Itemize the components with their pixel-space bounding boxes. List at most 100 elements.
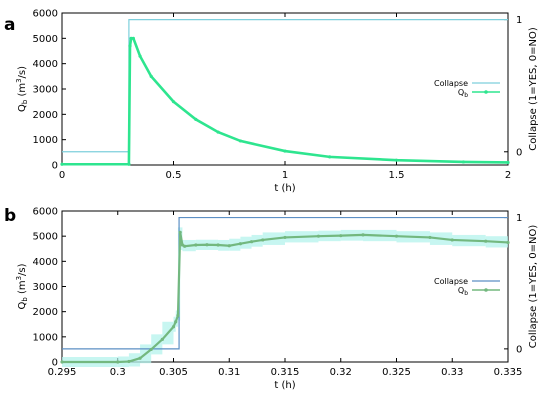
- qb-data-point: [116, 360, 120, 364]
- panel-b-legend-qb-marker: [484, 288, 488, 292]
- qb-data-point: [60, 162, 64, 166]
- panel-b-legend-qb-label: Qb: [458, 286, 468, 297]
- qb-data-point: [138, 356, 142, 360]
- x-tick-label: 0.5: [166, 170, 182, 181]
- panel-a-y-label-main: Q: [17, 104, 28, 112]
- panel-a-y-label-end: /s): [17, 66, 28, 79]
- panel-a-y-axis-label: Qb (m3/s): [15, 66, 29, 112]
- y-tick-label: 5000: [33, 34, 58, 45]
- qb-data-point: [394, 234, 399, 238]
- panel-b-y-label-tail: (m: [17, 280, 28, 297]
- qb-data-point: [328, 155, 332, 159]
- panel-a-legend-qb-main: Q: [458, 88, 464, 97]
- qb-data-point: [428, 235, 432, 240]
- panel-b-y2-ticks: 01: [504, 213, 522, 355]
- qb-data-point: [129, 36, 133, 40]
- panel-b-y-label-main: Q: [17, 302, 28, 310]
- panel-b-legend: Collapse Qb: [434, 277, 500, 297]
- panel-a-x-axis-label: t (h): [274, 183, 295, 194]
- panel-a-legend-qb-marker: [484, 90, 488, 94]
- qb-data-point: [238, 242, 242, 246]
- qb-data-point: [450, 238, 454, 242]
- y-tick-label: 6000: [33, 207, 58, 218]
- x-tick-label: 0.335: [494, 367, 523, 378]
- x-tick-label: 0.3: [110, 367, 126, 378]
- y-tick-label: 2000: [33, 307, 58, 318]
- y2-tick-label: 1: [516, 15, 522, 26]
- qb-data-point: [60, 360, 64, 364]
- y2-tick-label: 0: [516, 147, 522, 158]
- y-tick-label: 4000: [33, 59, 58, 70]
- qb-data-point: [171, 325, 176, 329]
- panel-b-y-label-sub: b: [21, 297, 29, 302]
- qb-data-point: [131, 36, 135, 40]
- qb-data-point: [361, 233, 365, 237]
- panel-a-legend-qb-label: Qb: [458, 88, 468, 99]
- qb-data-point: [461, 160, 465, 164]
- panel-b-letter: b: [4, 206, 16, 226]
- panel-a-y-label-sub: b: [21, 99, 29, 104]
- panel-b-x-ticks: 0.295 0.3 0.305 0.31 0.315 0.32 0.325 0.33 0.335: [48, 211, 523, 378]
- y2-tick-label: 0: [516, 344, 522, 355]
- qb-data-point: [261, 238, 265, 242]
- x-tick-label: 0.33: [441, 367, 463, 378]
- panel-a-y-label-tail: (m: [17, 83, 28, 100]
- panel-b-legend-qb-sub: b: [464, 290, 468, 297]
- qb-data-point: [127, 359, 131, 364]
- y-tick-label: 2000: [33, 110, 58, 121]
- qb-data-point: [227, 244, 231, 248]
- x-tick-label: 0: [59, 170, 65, 181]
- panel-b-legend-collapse-label: Collapse: [434, 277, 468, 286]
- x-tick-label: 0.315: [271, 367, 300, 378]
- qb-data-point: [127, 162, 131, 166]
- qb-data-point: [194, 117, 198, 121]
- x-tick-label: 0.295: [48, 367, 77, 378]
- qb-data-point: [174, 320, 178, 324]
- y2-tick-label: 1: [516, 213, 522, 224]
- qb-data-point: [183, 244, 187, 248]
- qb-data-point: [194, 243, 198, 247]
- panel-b-qb-markers: [60, 230, 510, 364]
- y-tick-label: 3000: [33, 282, 58, 293]
- y-tick-label: 0: [52, 161, 58, 172]
- qb-data-point: [339, 234, 343, 238]
- qb-data-point: [238, 139, 242, 143]
- panel-a-y-label-sup: 3: [15, 78, 23, 82]
- qb-data-point: [506, 240, 510, 245]
- panel-a-y-ticks: 0 1000 2000 3000 4000 5000 6000: [33, 9, 66, 172]
- panel-b-y-ticks: 0 1000 2000 3000 4000 5000 6000: [33, 207, 66, 369]
- qb-data-point: [394, 158, 399, 162]
- qb-data-point: [171, 100, 176, 104]
- qb-data-point: [484, 239, 488, 243]
- panel-a-legend: Collapse Qb: [434, 79, 500, 99]
- panel-a-qb-markers: [60, 36, 510, 166]
- qb-data-point: [316, 234, 321, 238]
- panel-a-qb-line: [62, 37, 509, 166]
- x-tick-label: 0.32: [330, 367, 352, 378]
- qb-data-point: [149, 347, 153, 352]
- qb-data-point: [149, 74, 153, 78]
- panel-b-x-axis-label: t (h): [274, 380, 295, 391]
- panel-a-y2-axis-label: Collapse (1=YES, 0=NO): [528, 27, 539, 151]
- y-tick-label: 1000: [33, 135, 58, 146]
- panel-b-y-label-sup: 3: [15, 276, 23, 280]
- qb-data-point: [216, 243, 220, 247]
- panel-b-y-label-end: /s): [17, 263, 28, 276]
- panel-b-qb-line: [62, 232, 509, 364]
- panel-a-letter: a: [4, 15, 15, 35]
- panel-b-qb-scatter-band: [62, 227, 508, 367]
- qb-data-point: [176, 313, 180, 318]
- qb-data-point: [283, 235, 287, 240]
- x-tick-label: 2: [505, 170, 511, 181]
- y-tick-label: 5000: [33, 232, 58, 243]
- x-tick-label: 1: [282, 170, 288, 181]
- qb-data-point: [249, 240, 254, 244]
- x-tick-label: 0.305: [159, 367, 188, 378]
- panel-b-legend-qb-main: Q: [458, 286, 464, 295]
- y-tick-label: 0: [52, 358, 58, 369]
- panel-b-y2-axis-label: Collapse (1=YES, 0=NO): [528, 225, 539, 349]
- panel-a-x-ticks: 0 0.5 1 1.5 2: [59, 13, 511, 181]
- qb-data-point: [138, 54, 142, 58]
